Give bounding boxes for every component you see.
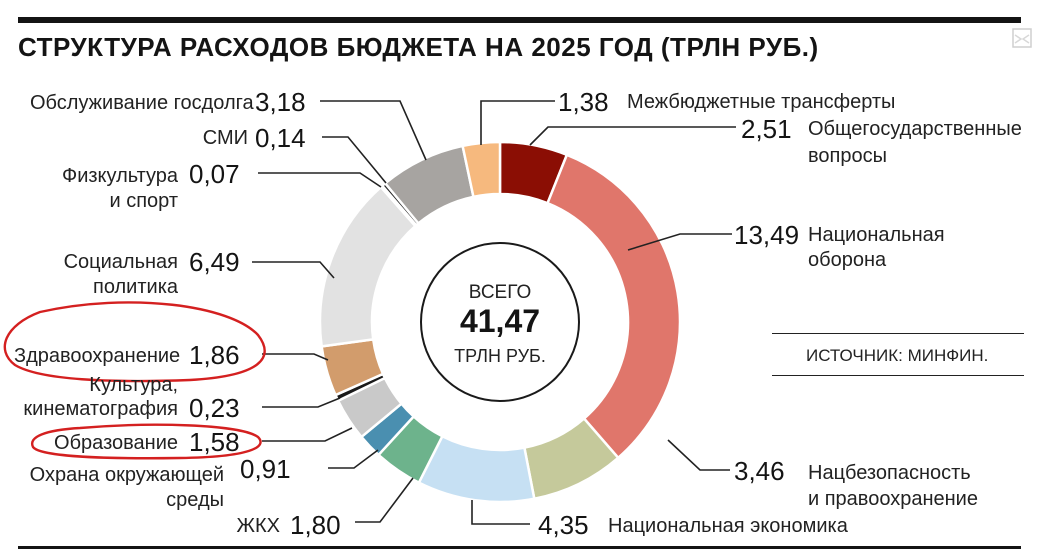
label-natsbez-1: Нацбезопасность xyxy=(808,462,971,484)
value-zhkh: 1,80 xyxy=(290,510,341,540)
source-rule-bottom xyxy=(772,375,1024,376)
value-okhrana: 0,91 xyxy=(240,454,291,484)
label-mezhbyudzhet: Межбюджетные трансферты xyxy=(627,91,896,113)
leader-smi xyxy=(322,136,387,184)
value-obshchegos: 2,51 xyxy=(741,114,792,144)
value-natsbez: 3,46 xyxy=(734,456,785,486)
leader-natsbez xyxy=(667,439,730,471)
label-oborona-2: оборона xyxy=(808,249,887,271)
leader-gosdolg xyxy=(320,100,427,161)
label-kultura-1: Культура, xyxy=(89,374,178,396)
value-oborona: 13,49 xyxy=(734,220,800,250)
leader-zdravo xyxy=(262,353,329,361)
label-sotsial-1: Социальная xyxy=(63,251,178,273)
value-sotsial: 6,49 xyxy=(189,247,240,277)
leader-obshchegos xyxy=(529,126,736,146)
leader-ekonomika xyxy=(471,500,530,525)
source-rule-top xyxy=(772,333,1024,334)
source-note: ИСТОЧНИК: МИНФИН. xyxy=(806,346,989,365)
leader-obrazovanie xyxy=(262,427,353,442)
leader-fizkult xyxy=(258,172,382,188)
label-obrazovanie: Образование xyxy=(54,432,178,454)
broken-image-icon xyxy=(1012,28,1032,48)
label-natsbez-2: и правоохранение xyxy=(808,488,978,510)
label-smi: СМИ xyxy=(202,127,248,149)
value-smi: 0,14 xyxy=(255,123,306,153)
leader-sotsial xyxy=(252,261,335,279)
leader-zhkh xyxy=(355,477,414,523)
label-okhrana-2: среды xyxy=(166,489,224,511)
label-zhkh: ЖКХ xyxy=(236,515,280,537)
highlight-circle-obrazovanie xyxy=(30,423,262,460)
label-sotsial-2: политика xyxy=(93,276,178,298)
label-okhrana-1: Охрана окружающей xyxy=(29,464,224,486)
top-rule xyxy=(18,17,1021,23)
leader-kultura xyxy=(262,397,341,408)
leader-oborona xyxy=(627,233,732,251)
center-total-value: 41,47 xyxy=(459,303,541,339)
leader-mezhbyudzhet xyxy=(480,100,555,145)
slice-1 xyxy=(545,153,682,460)
label-ekonomika: Национальная экономика xyxy=(608,515,848,537)
value-zdravo: 1,86 xyxy=(189,340,240,370)
chart-title: СТРУКТУРА РАСХОДОВ БЮДЖЕТА НА 2025 ГОД (… xyxy=(18,32,819,62)
highlight-circle-zdravoohranenie xyxy=(3,301,266,383)
label-oborona-1: Национальная xyxy=(808,224,945,246)
leader-okhrana xyxy=(328,449,379,469)
label-zdravo: Здравоохранение xyxy=(14,345,181,367)
slice-13 xyxy=(461,140,502,199)
value-ekonomika: 4,35 xyxy=(538,510,589,540)
label-obshchegos-1: Общегосударственные xyxy=(808,118,1022,140)
value-fizkult: 0,07 xyxy=(189,159,240,189)
center-label-total: ВСЕГО xyxy=(468,282,532,303)
center-ring xyxy=(420,242,580,402)
label-fizkult-2: и спорт xyxy=(109,190,178,212)
label-gosdolg: Обслуживание госдолга xyxy=(30,92,254,114)
value-kultura: 0,23 xyxy=(189,393,240,423)
value-obrazovanie: 1,58 xyxy=(189,427,240,457)
label-fizkult-1: Физкультура xyxy=(61,165,178,187)
bottom-rule xyxy=(18,546,1021,549)
label-obshchegos-2: вопросы xyxy=(808,145,887,167)
label-kultura-2: кинематография xyxy=(23,398,178,420)
value-gosdolg: 3,18 xyxy=(255,87,306,117)
value-mezhbyudzhet: 1,38 xyxy=(558,87,609,117)
center-unit: ТРЛН РУБ. xyxy=(454,346,546,366)
